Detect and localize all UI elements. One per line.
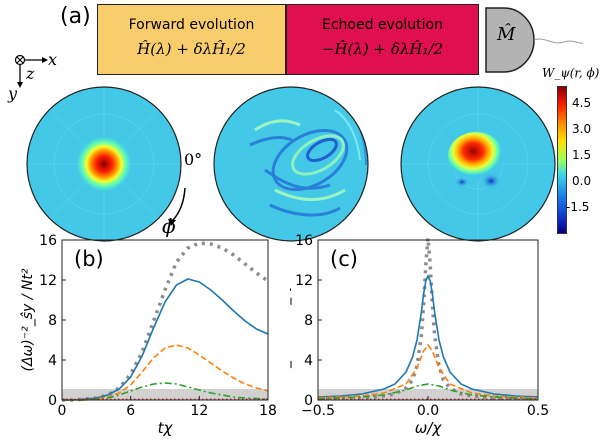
panel-label: (c) — [330, 247, 358, 271]
series-line-solid — [62, 278, 269, 401]
echoed-evolution-formula: −Ĥ(λ) + δλĤ₁/2 — [321, 40, 444, 58]
y-tick-label: 0 — [304, 393, 313, 409]
panel-label: (b) — [74, 247, 104, 271]
phase-space-disk-echoed — [400, 86, 556, 242]
colorbar — [557, 86, 567, 234]
series-line-dashdot — [62, 382, 269, 401]
x-tick-label: 0 — [58, 403, 67, 419]
phase-space-figures — [26, 86, 556, 242]
x-axis-label: ω/χ — [415, 419, 443, 437]
y-tick-label: 4 — [48, 353, 57, 369]
x-tick-label: 0.5 — [527, 403, 549, 419]
echoed-evolution-title: Echoed evolution — [322, 17, 443, 33]
chart-b: 0 6 12 18 0 4 8 12 16 (b) tχ (Δω)⁻²_ŝy / Nt² — [20, 233, 277, 437]
colorbar-tick: 3.0 — [572, 122, 592, 136]
phase-space-disk-initial — [26, 86, 182, 242]
noise-band — [318, 389, 538, 400]
y-axis-label: (Δω)⁻²_ŝy / Nt² — [20, 268, 36, 371]
phi-arrowhead — [168, 219, 176, 226]
x-tick-label: 6 — [126, 403, 135, 419]
angle-zero-label: 0° — [184, 150, 203, 169]
colorbar-tick: -1.5 — [566, 200, 590, 214]
x-tick-label: 18 — [259, 403, 277, 419]
y-axis-label: max_t[(Δω)⁻²_ŝy / Nt²] — [290, 242, 292, 399]
forward-evolution-formula: Ĥ(λ) + δλĤ₁/2 — [137, 40, 246, 58]
series-line-dashed — [62, 344, 269, 401]
colorbar-tick: 0.0 — [572, 174, 592, 188]
x-tick-label: 12 — [190, 403, 208, 419]
x-tick-label: 0.0 — [417, 403, 439, 419]
forward-evolution-title: Forward evolution — [128, 17, 255, 33]
x-tick-label: −0.5 — [301, 403, 335, 419]
detector-icon — [485, 7, 584, 73]
series-line-dashed — [317, 343, 539, 399]
series-line-dashdot — [317, 383, 539, 400]
coordinate-axes-icon — [14, 54, 48, 88]
x-axis-label: tχ — [158, 419, 174, 437]
chart-c: −0.5 0.0 0.5 0 4 8 12 16 (c) ω/χ max_t[(Δω)⁻²_ŝy /… — [290, 233, 549, 437]
panel-label-a: (a) — [60, 4, 91, 29]
axis-x-label: x — [48, 50, 58, 69]
axis-z-label: z — [26, 64, 35, 83]
measurement-label: M̂ — [497, 24, 516, 45]
phi-arrow — [171, 187, 186, 222]
series-line-solid — [317, 274, 539, 398]
echoed-evolution-box: Echoed evolution −Ĥ(λ) + δλĤ₁/2 — [286, 4, 479, 75]
phi-label: ϕ — [162, 214, 176, 238]
series-line-dotted-gray — [317, 237, 539, 401]
phase-space-disk-evolved — [213, 86, 369, 242]
y-tick-label: 16 — [39, 233, 57, 249]
axis-y-label: y — [8, 84, 18, 103]
y-tick-label: 4 — [304, 353, 313, 369]
colorbar-tick: 1.5 — [572, 148, 592, 162]
y-tick-label: 8 — [48, 313, 57, 329]
colorbar-tick: 4.5 — [572, 96, 592, 110]
y-tick-label: 16 — [295, 233, 313, 249]
colorbar-title: W_ψ(r, ϕ) — [542, 66, 600, 80]
y-tick-label: 12 — [295, 273, 313, 289]
forward-evolution-box: Forward evolution Ĥ(λ) + δλĤ₁/2 — [97, 4, 286, 75]
y-tick-label: 0 — [48, 393, 57, 409]
y-tick-label: 8 — [304, 313, 313, 329]
y-tick-label: 12 — [39, 273, 57, 289]
noise-band — [62, 389, 268, 400]
